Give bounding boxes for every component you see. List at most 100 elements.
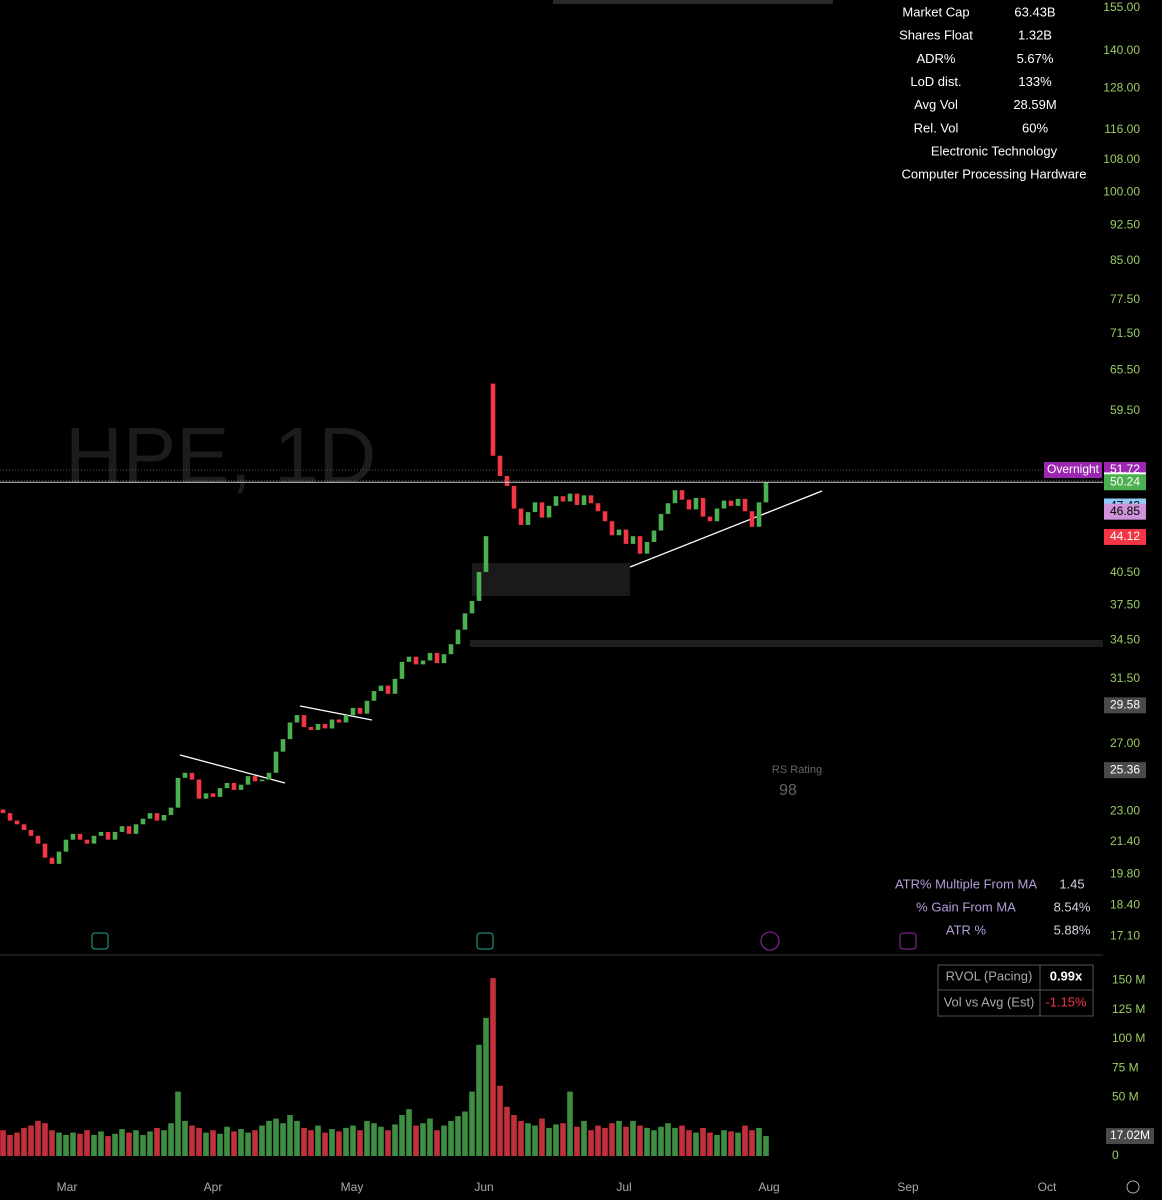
x-tick-label: Oct bbox=[1038, 1180, 1057, 1194]
candle bbox=[455, 629, 461, 645]
news-icon[interactable] bbox=[760, 931, 780, 951]
volume-bar bbox=[658, 1126, 664, 1156]
volume-tick-label: 100 M bbox=[1112, 1031, 1145, 1045]
candle bbox=[154, 813, 160, 821]
volume-bar bbox=[623, 1126, 629, 1156]
trend-line bbox=[629, 490, 823, 568]
industry: Computer Processing Hardware bbox=[902, 166, 1087, 181]
volume-bar bbox=[357, 1130, 363, 1156]
zone bbox=[472, 563, 630, 596]
candle bbox=[84, 839, 90, 844]
candle bbox=[56, 851, 62, 864]
candle bbox=[210, 793, 216, 797]
rvol-label: RVOL (Pacing) bbox=[946, 968, 1033, 983]
volume-bar bbox=[413, 1125, 419, 1156]
volume-bar bbox=[147, 1131, 153, 1156]
volume-bar bbox=[448, 1120, 454, 1156]
y-tick-label: 65.50 bbox=[1110, 363, 1140, 377]
stat-value: 1.32B bbox=[1018, 28, 1052, 43]
candle bbox=[280, 739, 286, 752]
y-tick-label: 18.40 bbox=[1110, 897, 1140, 911]
candle bbox=[707, 516, 713, 522]
volume-bar bbox=[91, 1134, 97, 1156]
x-tick-label: Mar bbox=[57, 1180, 78, 1194]
search-box[interactable] bbox=[553, 0, 833, 4]
atr-label: ATR % bbox=[946, 922, 987, 937]
watermark: HPE, 1D bbox=[65, 411, 376, 500]
candle bbox=[294, 715, 300, 723]
candle bbox=[714, 508, 720, 522]
volume-bar bbox=[371, 1123, 377, 1156]
volume-bar bbox=[462, 1111, 468, 1156]
y-tick-label: 23.00 bbox=[1110, 803, 1140, 817]
volume-bar bbox=[294, 1120, 300, 1156]
candle bbox=[595, 503, 601, 512]
y-tick-label: 92.50 bbox=[1110, 217, 1140, 231]
volume-bar bbox=[539, 1118, 545, 1156]
stat-label: LoD dist. bbox=[910, 74, 961, 89]
candle bbox=[462, 613, 468, 630]
volume-bar bbox=[119, 1129, 125, 1156]
price-label: 50.24 bbox=[1110, 474, 1140, 488]
volume-bar bbox=[77, 1133, 83, 1156]
volume-bar bbox=[525, 1123, 531, 1156]
candle bbox=[266, 772, 272, 780]
volume-bar bbox=[42, 1123, 48, 1156]
volume-bar bbox=[21, 1127, 27, 1156]
candle bbox=[476, 571, 482, 601]
volume-bar bbox=[112, 1133, 118, 1156]
atr-label: ATR% Multiple From MA bbox=[895, 876, 1037, 891]
volume-bar bbox=[259, 1125, 265, 1156]
candle bbox=[371, 691, 377, 701]
volume-bar bbox=[749, 1130, 755, 1156]
volume-bar bbox=[392, 1124, 398, 1156]
price-label: 44.12 bbox=[1110, 529, 1140, 543]
candle bbox=[756, 502, 762, 527]
volume-bar bbox=[336, 1131, 342, 1156]
volume-bar bbox=[140, 1134, 146, 1156]
candle bbox=[497, 455, 503, 476]
y-tick-label: 17.10 bbox=[1110, 928, 1140, 942]
candle bbox=[406, 656, 412, 662]
y-tick-label: 59.50 bbox=[1110, 403, 1140, 417]
rvol-value: 0.99x bbox=[1050, 968, 1083, 983]
y-tick-label: 77.50 bbox=[1110, 292, 1140, 306]
volume-bar bbox=[693, 1132, 699, 1156]
volume-bar bbox=[728, 1131, 734, 1156]
volume-bar bbox=[203, 1132, 209, 1156]
volume-bar bbox=[189, 1125, 195, 1156]
settings-icon[interactable] bbox=[1126, 1180, 1140, 1194]
candle bbox=[658, 513, 664, 531]
price-label-box bbox=[1104, 697, 1146, 714]
stat-label: Shares Float bbox=[899, 28, 973, 43]
stat-label: Avg Vol bbox=[914, 97, 958, 112]
candle bbox=[238, 784, 244, 790]
candle bbox=[49, 857, 55, 864]
volume-bar bbox=[644, 1127, 650, 1156]
y-tick-label: 21.40 bbox=[1110, 834, 1140, 848]
y-tick-label: 34.50 bbox=[1110, 633, 1140, 647]
earnings-icon[interactable] bbox=[476, 932, 494, 950]
volume-bar bbox=[154, 1127, 160, 1156]
price-label-box bbox=[1104, 528, 1146, 545]
candle bbox=[112, 831, 118, 840]
candle bbox=[616, 529, 622, 536]
volume-bar bbox=[560, 1123, 566, 1156]
candle bbox=[196, 779, 202, 799]
volume-bar bbox=[322, 1132, 328, 1156]
candle bbox=[665, 503, 671, 514]
y-tick-label: 31.50 bbox=[1110, 671, 1140, 685]
volume-bar bbox=[742, 1125, 748, 1156]
earnings-icon[interactable] bbox=[91, 932, 109, 950]
candle bbox=[98, 831, 104, 836]
candle bbox=[728, 500, 734, 506]
earnings-icon[interactable] bbox=[899, 932, 917, 950]
volume-bar bbox=[497, 1085, 503, 1156]
y-tick-label: 155.00 bbox=[1103, 0, 1140, 14]
volume-bar bbox=[238, 1129, 244, 1156]
stat-label: Market Cap bbox=[902, 4, 969, 19]
volume-bar bbox=[441, 1125, 447, 1156]
candle bbox=[413, 656, 419, 665]
volume-bar bbox=[581, 1120, 587, 1156]
candle bbox=[161, 814, 167, 821]
